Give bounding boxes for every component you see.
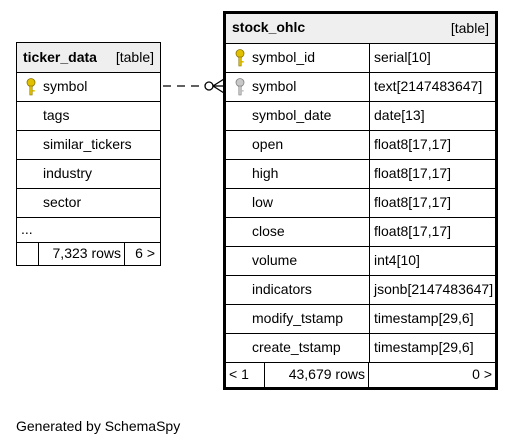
children-count: 0 >: [472, 366, 492, 382]
footer-children-cell[interactable]: 0 >: [369, 362, 495, 387]
table-header[interactable]: stock_ohlc [table]: [226, 14, 495, 44]
column-name: volume: [252, 252, 298, 268]
column-type: float8[17,17]: [369, 217, 495, 246]
footer-parents-cell[interactable]: [17, 242, 39, 265]
primary-key-icon: [26, 78, 36, 96]
fk-optional-circle: [204, 81, 214, 91]
column-row-high[interactable]: high float8[17,17]: [226, 159, 495, 189]
column-type: date[13]: [369, 101, 495, 130]
column-type: float8[17,17]: [369, 188, 495, 217]
row-count: 7,323 rows: [52, 245, 121, 261]
column-row-low[interactable]: low float8[17,17]: [226, 188, 495, 218]
column-name: similar_tickers: [43, 136, 132, 152]
column-row-symbol-id[interactable]: symbol_id serial[10]: [226, 43, 495, 73]
column-name: symbol: [43, 78, 88, 94]
column-row-volume[interactable]: volume int4[10]: [226, 246, 495, 276]
column-type: float8[17,17]: [369, 159, 495, 188]
column-row-symbol[interactable]: symbol text[2147483647]: [226, 72, 495, 102]
column-type: text[2147483647]: [369, 72, 495, 101]
column-name: create_tstamp: [252, 339, 341, 355]
column-type: serial[10]: [369, 43, 495, 72]
column-name: high: [252, 165, 279, 181]
children-count: 6 >: [135, 245, 155, 261]
column-row-similar-tickers[interactable]: similar_tickers: [17, 130, 160, 160]
table-footer: 7,323 rows 6 >: [17, 242, 160, 265]
column-type: timestamp[29,6]: [369, 333, 495, 362]
column-name: tags: [43, 107, 70, 123]
column-type: int4[10]: [369, 246, 495, 275]
column-name: symbol_id: [252, 49, 316, 65]
table-stock-ohlc[interactable]: stock_ohlc [table] symbol_id serial[10] …: [223, 11, 498, 390]
table-name: ticker_data: [23, 49, 97, 65]
column-type: float8[17,17]: [369, 130, 495, 159]
column-name: modify_tstamp: [252, 310, 344, 326]
column-type: jsonb[2147483647]: [369, 275, 495, 304]
column-name: industry: [43, 165, 93, 181]
column-row-tags[interactable]: tags: [17, 101, 160, 131]
column-row-more[interactable]: ...: [17, 217, 160, 243]
column-row-symbol[interactable]: symbol: [17, 72, 160, 102]
table-kind: [table]: [115, 49, 154, 65]
column-row-create-tstamp[interactable]: create_tstamp timestamp[29,6]: [226, 333, 495, 363]
table-kind: [table]: [450, 20, 489, 36]
footer-parents-cell[interactable]: < 1: [226, 362, 265, 387]
table-ticker-data[interactable]: ticker_data [table] symbol tags similar_…: [16, 42, 161, 266]
column-row-sector[interactable]: sector: [17, 188, 160, 218]
column-name: low: [252, 194, 274, 210]
column-type: timestamp[29,6]: [369, 304, 495, 333]
column-name: indicators: [252, 281, 312, 297]
column-name: close: [252, 223, 285, 239]
column-name: sector: [43, 194, 82, 210]
column-row-symbol-date[interactable]: symbol_date date[13]: [226, 101, 495, 131]
table-header[interactable]: ticker_data [table]: [17, 43, 160, 73]
footer-children-cell[interactable]: 6 >: [125, 242, 160, 265]
row-count: 43,679 rows: [288, 366, 365, 382]
column-row-indicators[interactable]: indicators jsonb[2147483647]: [226, 275, 495, 305]
column-name: symbol_date: [252, 107, 332, 123]
more-columns-ellipsis: ...: [21, 221, 33, 237]
column-name: open: [252, 136, 284, 152]
footer-rows-cell: 7,323 rows: [39, 242, 125, 265]
foreign-key-icon: [235, 78, 245, 96]
column-name: symbol: [252, 78, 297, 94]
parents-count: < 1: [229, 366, 249, 382]
primary-key-icon: [235, 49, 245, 67]
crow-foot-marker: [212, 78, 225, 94]
column-row-close[interactable]: close float8[17,17]: [226, 217, 495, 247]
table-footer: < 1 43,679 rows 0 >: [226, 362, 495, 387]
table-name: stock_ohlc: [232, 19, 306, 35]
generated-by-caption: Generated by SchemaSpy: [16, 418, 181, 434]
footer-rows-cell: 43,679 rows: [265, 362, 369, 387]
column-row-open[interactable]: open float8[17,17]: [226, 130, 495, 160]
column-row-modify-tstamp[interactable]: modify_tstamp timestamp[29,6]: [226, 304, 495, 334]
column-row-industry[interactable]: industry: [17, 159, 160, 189]
